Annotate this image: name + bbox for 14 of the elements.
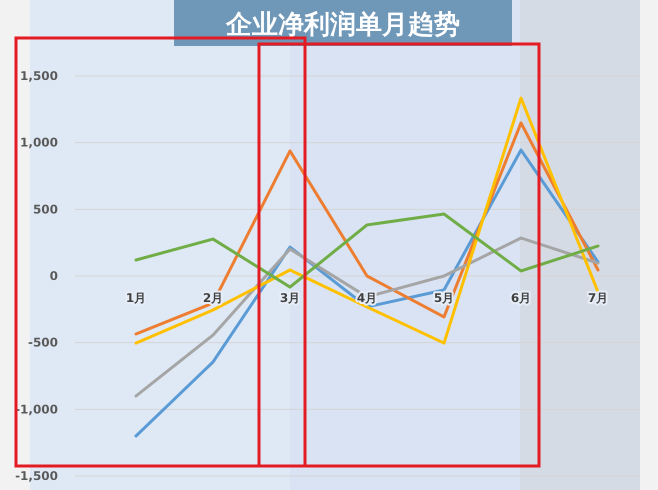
x-tick-label: 3月 [280, 291, 300, 305]
x-tick-label: 7月 [588, 291, 608, 305]
x-tick-label: 4月 [356, 291, 378, 305]
chart-title: 企业净利润单月趋势 [225, 10, 460, 40]
y-tick-label: -1,000 [15, 402, 58, 416]
x-tick-label: 6月 [510, 291, 532, 305]
y-tick-label: 0 [50, 269, 58, 283]
y-tick-label: -500 [28, 336, 58, 350]
line-series [134, 212, 600, 289]
y-tick-label: 1,500 [20, 69, 58, 83]
y-tick-label: 1,000 [20, 136, 58, 150]
y-tick-label: 500 [32, 202, 58, 216]
y-tick-label: -1,500 [15, 469, 58, 483]
x-tick-label: 1月 [126, 291, 146, 305]
